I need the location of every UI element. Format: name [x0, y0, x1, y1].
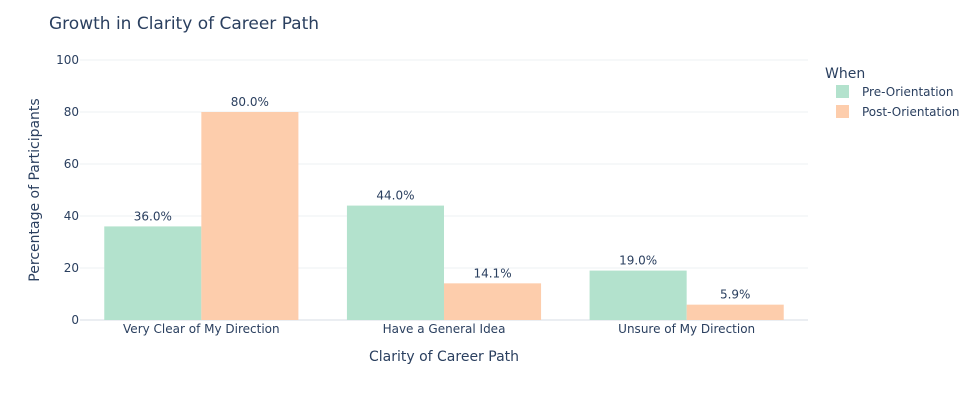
data-label: 14.1%	[473, 266, 511, 280]
y-axis-ticks: 0 20 40 60 80 100	[56, 53, 79, 327]
x-axis-ticks: Very Clear of My Direction Have a General…	[123, 322, 755, 336]
x-tick-label: Have a General Idea	[383, 322, 506, 336]
data-label: 19.0%	[619, 254, 657, 268]
y-tick-label: 40	[64, 209, 79, 223]
bar-pre-orientation	[104, 226, 202, 320]
bar-pre-orientation	[589, 270, 687, 320]
x-tick-label: Very Clear of My Direction	[123, 322, 280, 336]
bar-post-orientation	[201, 112, 299, 320]
legend-item-label: Post-Orientation	[862, 105, 960, 119]
legend: When Pre-Orientation Post-Orientation	[825, 66, 960, 119]
y-tick-label: 20	[64, 261, 79, 275]
x-axis-title: Clarity of Career Path	[369, 349, 519, 365]
data-label: 36.0%	[134, 209, 172, 223]
legend-swatch	[836, 105, 849, 118]
legend-title: When	[825, 66, 865, 82]
y-tick-label: 60	[64, 157, 79, 171]
data-label: 5.9%	[720, 288, 751, 302]
chart-title: Growth in Clarity of Career Path	[49, 14, 319, 34]
legend-item-label: Pre-Orientation	[862, 85, 954, 99]
bar-post-orientation	[444, 283, 542, 320]
bar-pre-orientation	[346, 205, 444, 320]
bars	[104, 112, 784, 320]
legend-swatch	[836, 85, 849, 98]
data-labels: 36.0% 80.0% 44.0% 14.1% 19.0% 5.9%	[134, 95, 751, 302]
bar-post-orientation	[686, 304, 784, 320]
y-axis-title: Percentage of Participants	[27, 98, 43, 281]
data-label: 80.0%	[231, 95, 269, 109]
x-tick-label: Unsure of My Direction	[618, 322, 755, 336]
y-tick-label: 80	[64, 105, 79, 119]
data-label: 44.0%	[376, 189, 414, 203]
y-tick-label: 100	[56, 53, 79, 67]
y-tick-label: 0	[71, 313, 79, 327]
